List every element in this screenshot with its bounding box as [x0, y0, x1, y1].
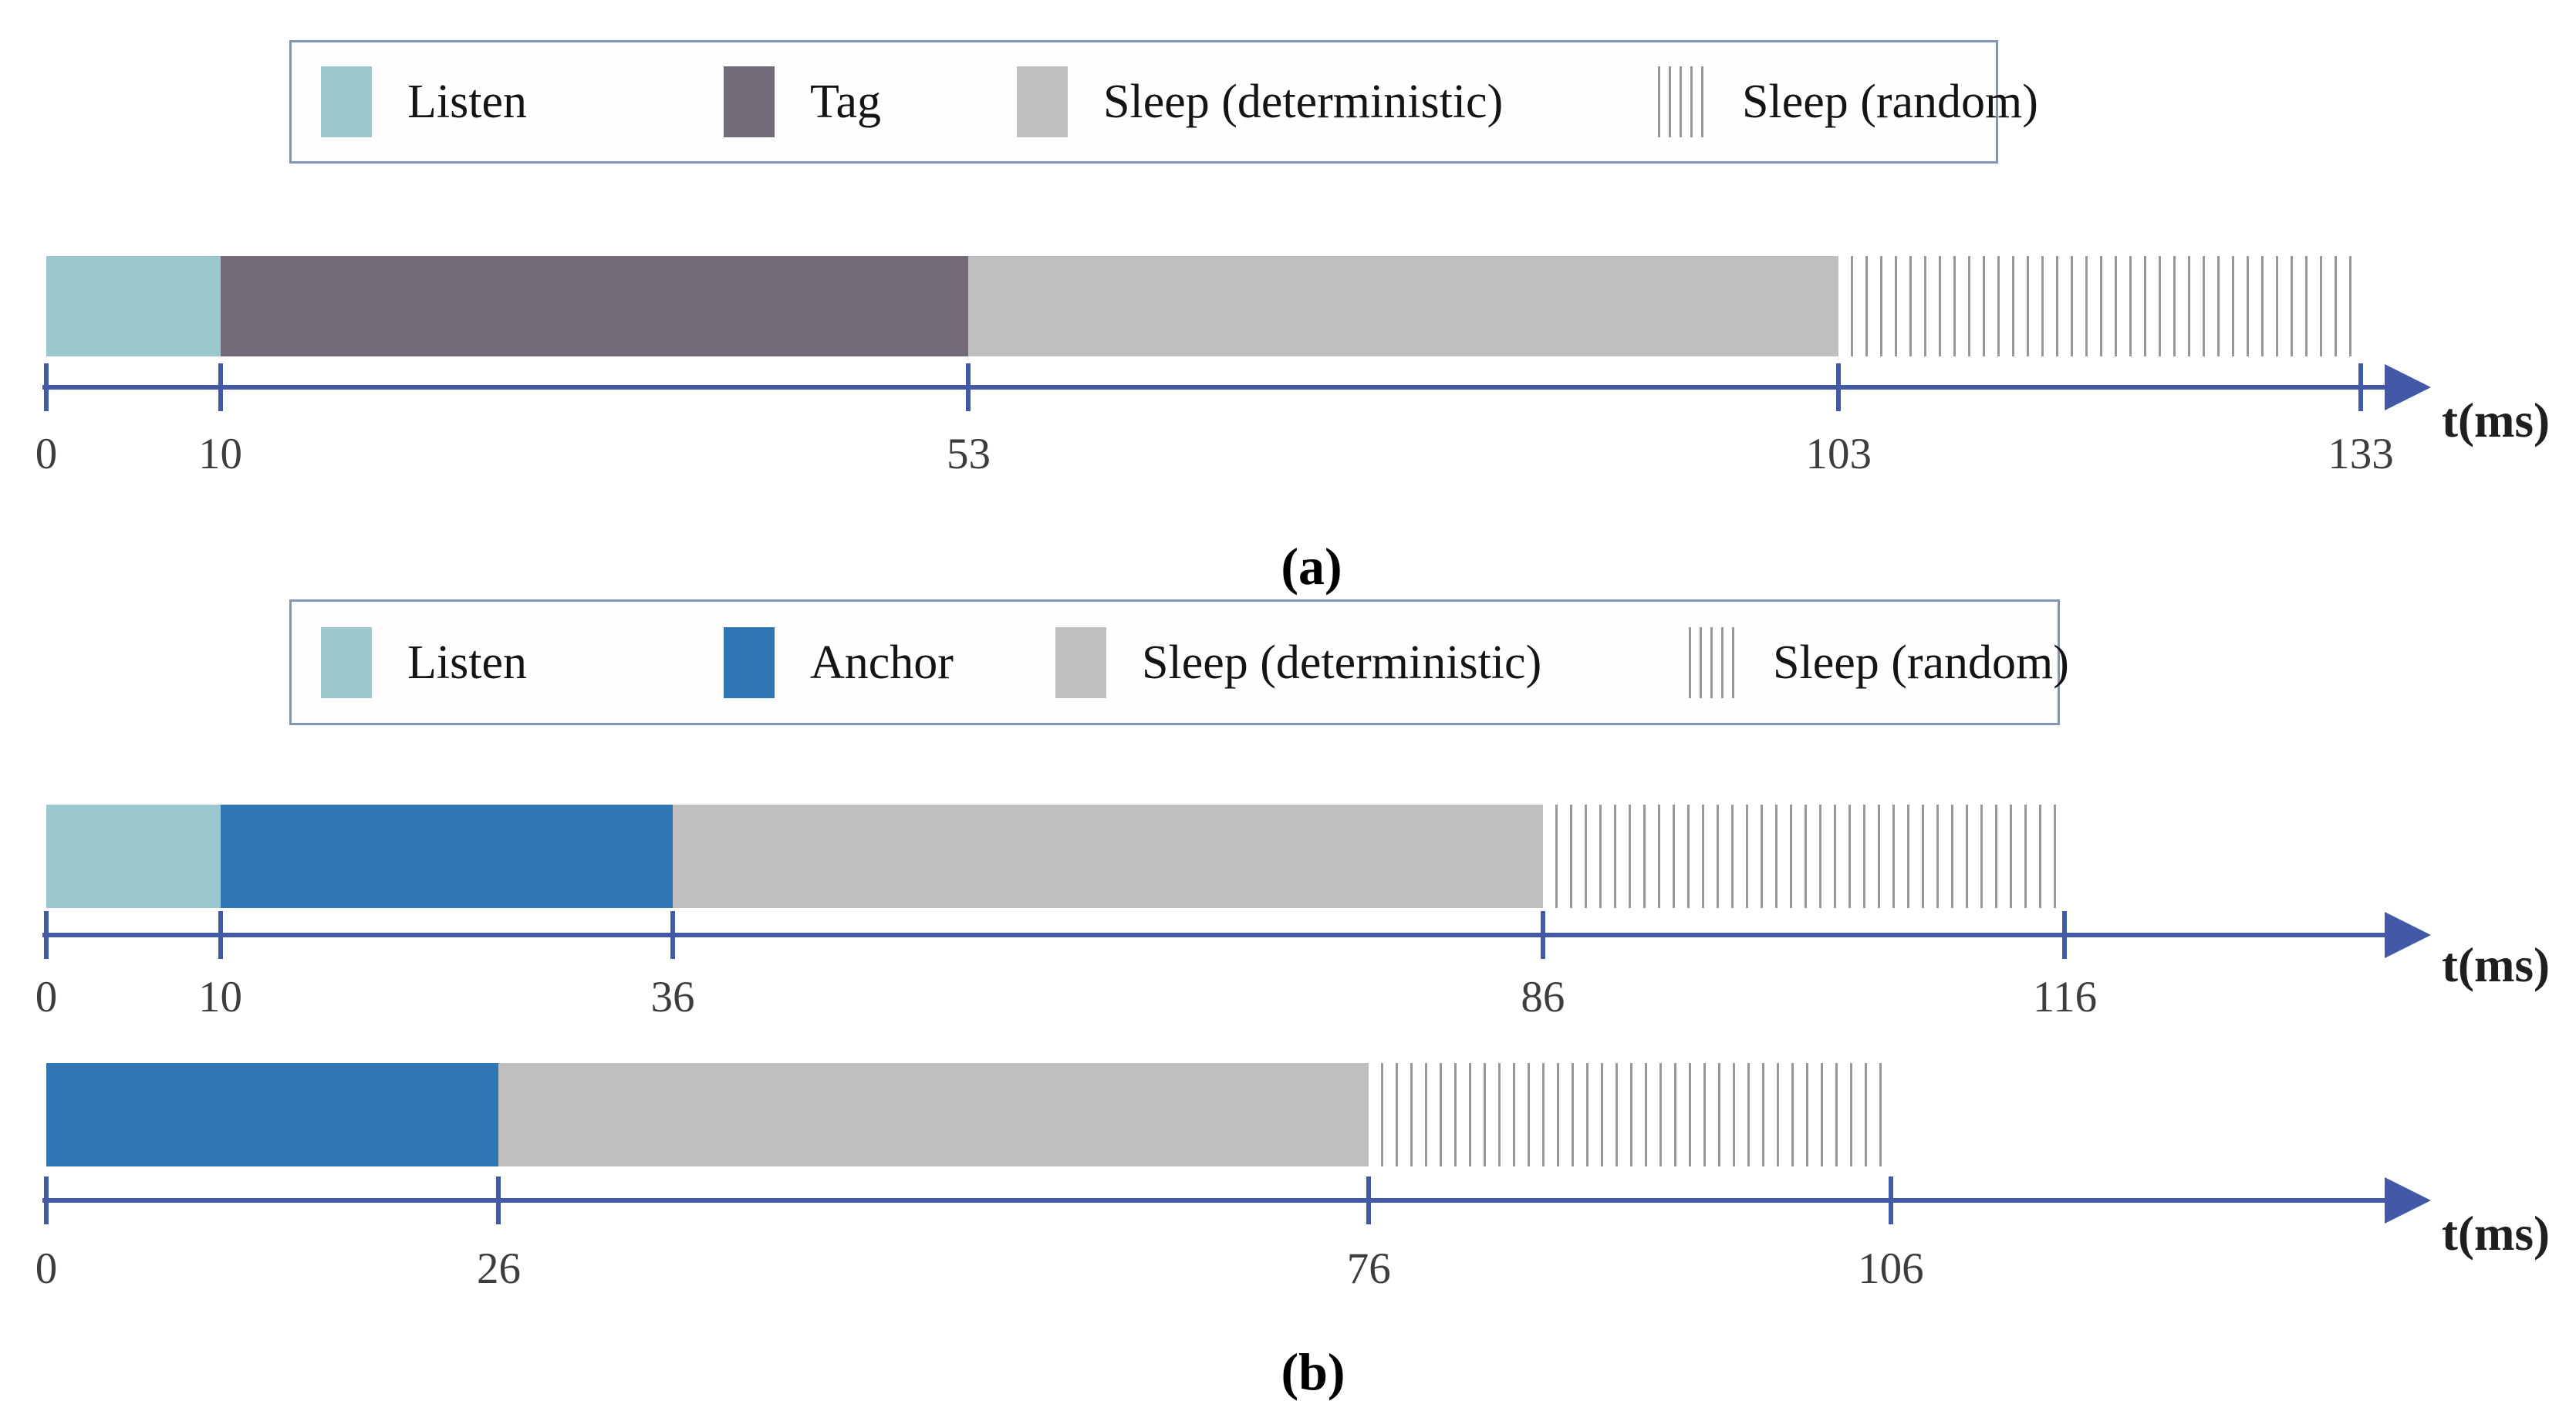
axis-tick — [496, 1176, 501, 1224]
legend-label: Sleep (random) — [1773, 636, 2069, 689]
axis-tick — [1836, 363, 1842, 411]
bar-segment-anchor — [220, 805, 673, 908]
axis-unit-label: t(ms) — [2442, 1207, 2550, 1261]
axis-unit-label: t(ms) — [2442, 393, 2550, 447]
legend-swatch-sleep_rand — [1680, 626, 1737, 698]
bar-segment-sleep_det — [498, 1063, 1369, 1166]
axis-tick — [2062, 911, 2068, 959]
tick-label: 53 — [946, 430, 991, 478]
axis-tick — [1540, 911, 1545, 959]
tick-label: 10 — [198, 430, 243, 478]
bar-segment-sleep_rand — [1369, 1063, 1891, 1166]
axis-tick — [670, 911, 676, 959]
legend-item-sleep_det: Sleep (deterministic) — [1055, 626, 1542, 698]
bar-segment-anchor — [46, 1063, 499, 1166]
tick-label: 10 — [198, 973, 243, 1021]
bar-segment-listen — [46, 256, 221, 356]
tick-label: 116 — [2032, 973, 2098, 1021]
axis-tick — [218, 911, 223, 959]
legend-item-listen: Listen — [321, 626, 527, 698]
tick-label: 106 — [1858, 1244, 1924, 1293]
axis-tick — [966, 363, 971, 411]
axis-tick — [44, 1176, 49, 1224]
bar-segment-sleep_rand — [1542, 805, 2065, 908]
bar-segment-sleep_rand — [1838, 256, 2361, 356]
axis-arrowhead-icon — [2385, 1177, 2431, 1224]
tick-label: 0 — [35, 973, 58, 1021]
tick-label: 86 — [1521, 973, 1565, 1021]
tick-label: 76 — [1346, 1244, 1391, 1293]
axis-tick — [218, 363, 223, 411]
legend-swatch-listen — [321, 66, 372, 137]
bar-segment-listen — [46, 805, 221, 908]
tick-label: 0 — [35, 430, 58, 478]
legend-swatch-sleep_det — [1055, 626, 1106, 698]
legend-box-b: Listen Anchor Sleep (deterministic) Sleep (… — [289, 599, 2069, 725]
axis-arrowhead-icon — [2385, 364, 2431, 410]
axis-tick — [1888, 1176, 1893, 1224]
time-axis — [42, 1198, 2388, 1203]
time-axis — [42, 385, 2388, 390]
legend-label: Sleep (random) — [1742, 76, 2038, 128]
tick-label: 103 — [1805, 430, 1872, 478]
legend-item-sleep_rand: Sleep (random) — [1649, 66, 2038, 137]
legend-label: Tag — [810, 76, 882, 128]
time-axis — [42, 933, 2388, 937]
axis-tick — [44, 911, 49, 959]
legend-item-tag: Tag — [724, 66, 881, 137]
tick-label: 36 — [650, 973, 695, 1021]
legend-label: Anchor — [810, 636, 954, 689]
bar-segment-tag — [220, 256, 969, 356]
legend-label: Sleep (deterministic) — [1103, 76, 1504, 128]
legend-swatch-tag — [724, 66, 775, 137]
legend-label: Listen — [407, 636, 527, 689]
legend-item-sleep_rand: Sleep (random) — [1680, 626, 2069, 698]
axis-tick — [2358, 363, 2363, 411]
axis-unit-label: t(ms) — [2442, 938, 2550, 992]
bar-segment-sleep_det — [968, 256, 1839, 356]
axis-tick — [1366, 1176, 1372, 1224]
legend-swatch-listen — [321, 626, 372, 698]
axis-arrowhead-icon — [2385, 912, 2431, 958]
legend-swatch-anchor — [724, 626, 775, 698]
legend-item-listen: Listen — [321, 66, 527, 137]
axis-tick — [44, 363, 49, 411]
legend-label: Listen — [407, 76, 527, 128]
figure-a-caption: (a) — [1281, 537, 1342, 596]
figure-b-caption: (b) — [1281, 1342, 1345, 1401]
legend-item-sleep_det: Sleep (deterministic) — [1017, 66, 1503, 137]
tick-label: 26 — [476, 1244, 521, 1293]
tick-label: 133 — [2328, 430, 2394, 478]
legend-box-a: Listen Tag Sleep (deterministic) Sleep (ran… — [289, 40, 2038, 164]
bar-segment-sleep_det — [673, 805, 1543, 908]
tick-label: 0 — [35, 1244, 58, 1293]
legend-swatch-sleep_rand — [1649, 66, 1707, 137]
legend-swatch-sleep_det — [1017, 66, 1068, 137]
legend-label: Sleep (deterministic) — [1142, 636, 1542, 689]
legend-item-anchor: Anchor — [724, 626, 954, 698]
